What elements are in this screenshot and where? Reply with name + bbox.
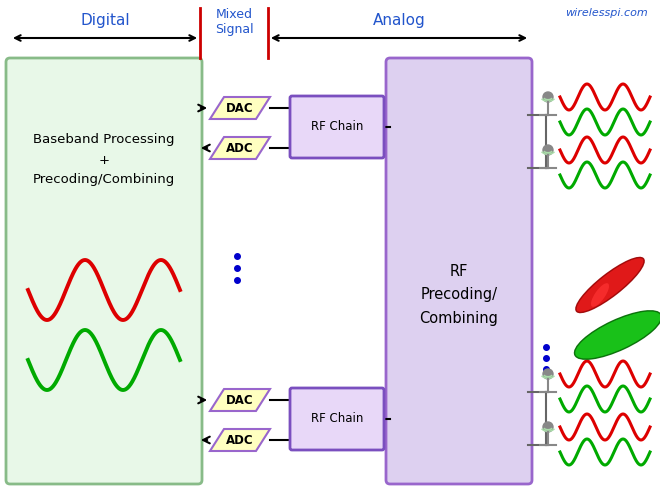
Text: Analog: Analog	[373, 12, 426, 28]
Circle shape	[543, 92, 553, 102]
Text: DAC: DAC	[226, 394, 254, 406]
FancyBboxPatch shape	[386, 58, 532, 484]
Text: RF
Precoding/
Combining: RF Precoding/ Combining	[420, 264, 498, 326]
Polygon shape	[210, 429, 270, 451]
Text: Digital: Digital	[80, 12, 130, 28]
FancyBboxPatch shape	[290, 96, 384, 158]
FancyBboxPatch shape	[290, 388, 384, 450]
Circle shape	[543, 422, 553, 432]
Text: Baseband Processing
+
Precoding/Combining: Baseband Processing + Precoding/Combinin…	[33, 133, 175, 186]
Text: Mixed
Signal: Mixed Signal	[214, 8, 253, 36]
Ellipse shape	[591, 283, 609, 307]
Polygon shape	[210, 389, 270, 411]
FancyBboxPatch shape	[6, 58, 202, 484]
Ellipse shape	[576, 257, 644, 312]
Text: ADC: ADC	[226, 142, 254, 154]
Text: wirelesspi.com: wirelesspi.com	[565, 8, 648, 18]
Text: ADC: ADC	[226, 433, 254, 447]
Circle shape	[543, 145, 553, 155]
Text: DAC: DAC	[226, 101, 254, 115]
Polygon shape	[210, 97, 270, 119]
Polygon shape	[210, 137, 270, 159]
Circle shape	[543, 369, 553, 379]
Text: RF Chain: RF Chain	[311, 121, 363, 133]
Text: RF Chain: RF Chain	[311, 412, 363, 426]
Ellipse shape	[574, 311, 660, 359]
